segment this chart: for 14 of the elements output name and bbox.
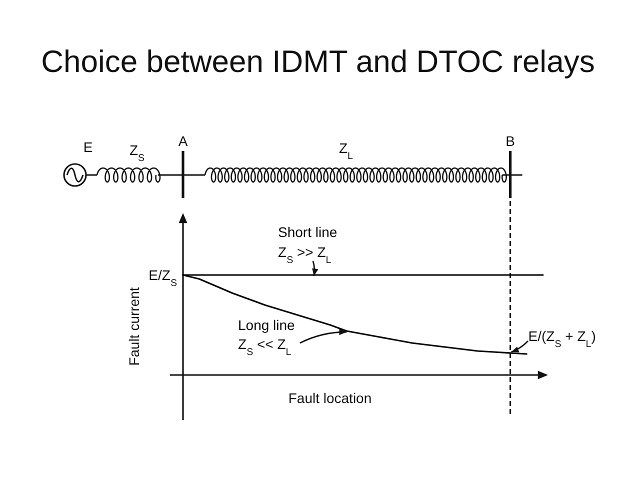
y-axis-title: Fault current [126,287,142,366]
chart-title: Choice between IDMT and DTOC relays [41,44,595,79]
text: Z$_{L}$ [338,140,354,162]
text: Short line [278,224,338,240]
annotation: Z$_{S}$ << Z$_{L}$ [238,336,292,358]
annotation: E/(Z$_{S}$ + Z$_{L}$) [528,328,596,350]
text: E [83,139,93,155]
x-tick-label: A [178,133,188,149]
text: Z$_{S}$ >> Z$_{L}$ [278,244,332,266]
series-label: Long line [238,317,296,333]
annotation: E/Z$_{S}$ [148,267,178,288]
x-axis-title: Fault location [288,390,372,406]
x-tick-label: B [506,133,515,149]
text: Z$_{S}$ [129,142,146,164]
